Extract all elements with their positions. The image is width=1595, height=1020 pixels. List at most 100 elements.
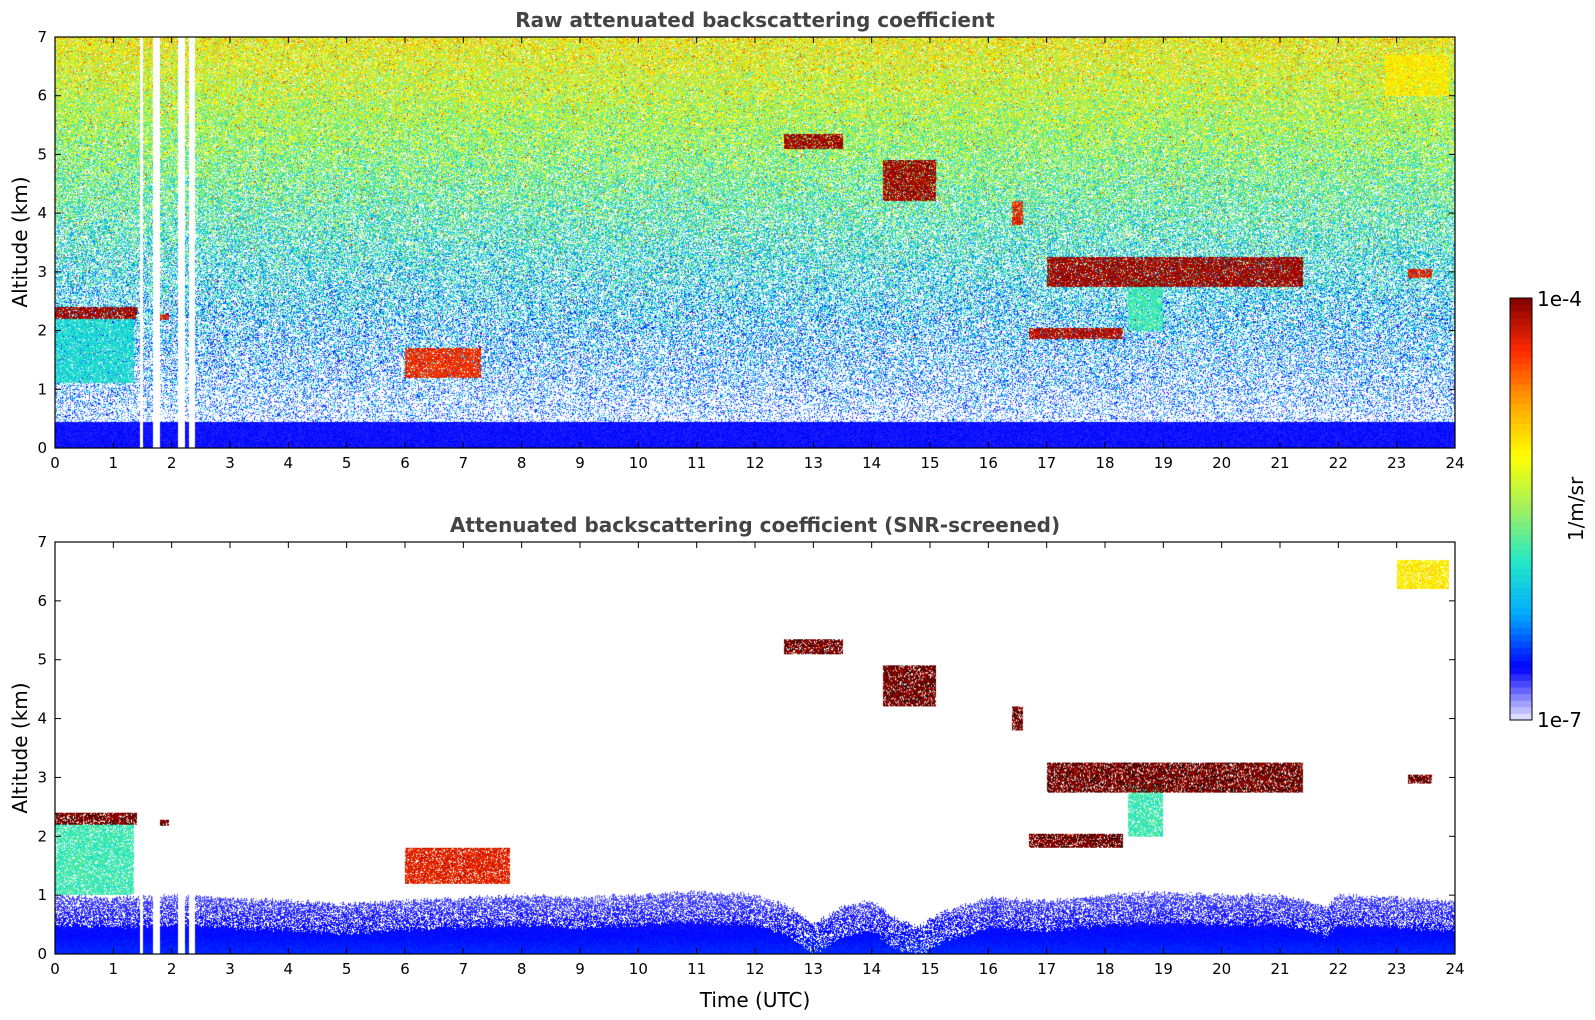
x-tick-label: 22	[1329, 960, 1348, 978]
colorbar-step	[1510, 403, 1532, 411]
colorbar-min-label: 1e-7	[1537, 708, 1582, 732]
colorbar-step	[1510, 416, 1532, 424]
colorbar-step	[1510, 383, 1532, 391]
colorbar-step	[1510, 449, 1532, 457]
y-tick-label: 6	[37, 87, 47, 105]
colorbar-step	[1510, 548, 1532, 556]
panel-raw: Raw attenuated backscattering coefficien…	[8, 8, 1465, 472]
x-tick-label: 19	[1154, 454, 1173, 472]
x-tick-label: 19	[1154, 960, 1173, 978]
colorbar-step	[1510, 377, 1532, 385]
colorbar-step	[1510, 607, 1532, 615]
x-tick-label: 16	[979, 960, 998, 978]
colorbar-step	[1510, 555, 1532, 563]
x-tick-label: 2	[167, 960, 177, 978]
colorbar-step	[1510, 462, 1532, 470]
colorbar-step	[1510, 456, 1532, 464]
panel-screened-axes: 0 1 2 3 4 5 6 7 8 9 10 11 12 13 14 15 16 17 18 19 20 21 22 23 24…	[37, 533, 1464, 978]
colorbar-step	[1510, 574, 1532, 583]
x-tick-label: 12	[745, 454, 764, 472]
colorbar-step	[1510, 436, 1532, 444]
colorbar-step	[1510, 502, 1532, 510]
colorbar-step	[1510, 640, 1532, 648]
x-tick-label: 8	[517, 454, 527, 472]
y-tick-label: 0	[37, 439, 47, 457]
x-tick-label: 15	[920, 960, 939, 978]
x-tick-label: 17	[1037, 454, 1056, 472]
x-tick-label: 4	[284, 960, 294, 978]
x-tick-label: 11	[687, 960, 706, 978]
x-tick-label: 8	[517, 960, 527, 978]
colorbar-step	[1510, 561, 1532, 569]
colorbar-step	[1510, 337, 1532, 345]
x-tick-label: 6	[400, 454, 410, 472]
x-tick-label: 21	[1270, 454, 1289, 472]
panel-screened-xlabel: Time (UTC)	[699, 988, 811, 1012]
colorbar-step	[1510, 706, 1532, 714]
y-tick-label: 3	[37, 768, 47, 786]
colorbar-step	[1510, 311, 1532, 319]
colorbar-step	[1510, 317, 1532, 325]
colorbar-step	[1510, 541, 1532, 550]
x-tick-label: 6	[400, 960, 410, 978]
panel-screened-ylabel: Altitude (km)	[8, 682, 32, 813]
panel-screened: Attenuated backscattering coefficient (S…	[8, 513, 1465, 1012]
y-tick-label: 4	[37, 204, 47, 222]
x-tick-label: 10	[629, 960, 648, 978]
colorbar-step	[1510, 509, 1532, 517]
x-tick-label: 18	[1095, 454, 1114, 472]
y-tick-label: 6	[37, 592, 47, 610]
colorbar-step	[1510, 429, 1532, 437]
panel-raw-plot-area	[55, 37, 1455, 448]
colorbar-step	[1510, 390, 1532, 398]
y-tick-label: 0	[37, 945, 47, 963]
x-tick-label: 3	[225, 960, 235, 978]
colorbar-step	[1510, 667, 1532, 675]
heatmap-image	[55, 37, 1455, 448]
colorbar-step	[1510, 370, 1532, 378]
panel-raw-title: Raw attenuated backscattering coefficien…	[515, 8, 995, 32]
y-tick-label: 5	[37, 145, 47, 163]
colorbar-step	[1510, 528, 1532, 536]
y-tick-label: 4	[37, 710, 47, 728]
x-tick-label: 10	[629, 454, 648, 472]
x-tick-label: 5	[342, 960, 352, 978]
x-tick-label: 17	[1037, 960, 1056, 978]
y-tick-label: 2	[37, 827, 47, 845]
colorbar-frame	[1509, 297, 1533, 721]
colorbar-step	[1510, 476, 1532, 484]
y-tick-label: 1	[37, 886, 47, 904]
x-tick-label: 24	[1445, 454, 1464, 472]
heatmap-image	[55, 542, 1455, 954]
colorbar-step	[1510, 330, 1532, 339]
panel-screened-title: Attenuated backscattering coefficient (S…	[450, 513, 1060, 537]
colorbar-step	[1510, 489, 1532, 497]
colorbar-unit-label: 1/m/sr	[1564, 476, 1588, 541]
colorbar-steps	[1510, 298, 1532, 721]
colorbar: 1e-4 1e-7 1/m/sr	[1509, 287, 1588, 732]
y-tick-label: 2	[37, 322, 47, 340]
colorbar-step	[1510, 673, 1532, 681]
colorbar-step	[1510, 298, 1532, 306]
colorbar-step	[1510, 601, 1532, 609]
x-tick-label: 23	[1387, 454, 1406, 472]
x-tick-label: 1	[109, 960, 119, 978]
colorbar-step	[1510, 396, 1532, 404]
x-tick-label: 9	[575, 960, 585, 978]
x-tick-label: 14	[862, 960, 881, 978]
x-tick-label: 20	[1212, 960, 1231, 978]
colorbar-step	[1510, 357, 1532, 365]
colorbar-max-label: 1e-4	[1537, 287, 1582, 311]
y-tick-label: 7	[37, 28, 47, 46]
colorbar-step	[1510, 687, 1532, 695]
colorbar-step	[1510, 568, 1532, 576]
x-tick-label: 18	[1095, 960, 1114, 978]
x-tick-label: 15	[920, 454, 939, 472]
x-tick-label: 20	[1212, 454, 1231, 472]
colorbar-step	[1510, 594, 1532, 602]
colorbar-step	[1510, 627, 1532, 635]
x-tick-label: 7	[459, 960, 469, 978]
y-tick-label: 3	[37, 263, 47, 281]
colorbar-step	[1510, 588, 1532, 596]
colorbar-step	[1510, 495, 1532, 503]
